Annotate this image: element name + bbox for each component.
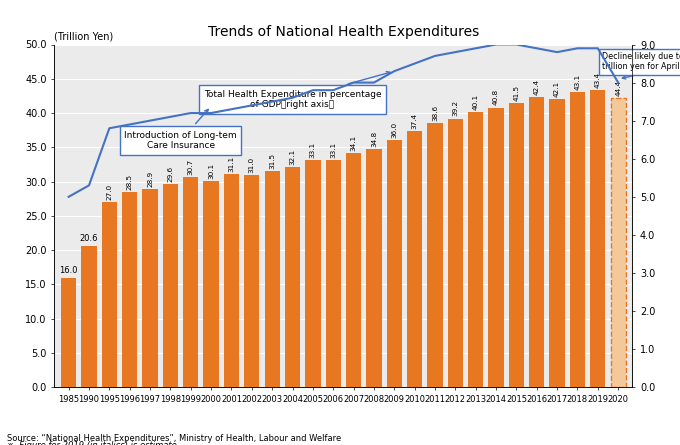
Bar: [549, 99, 564, 387]
Bar: [529, 97, 545, 387]
Text: Introduction of Long-tem
Care Insurance: Introduction of Long-tem Care Insurance: [124, 109, 237, 150]
Bar: [447, 118, 463, 387]
Bar: [326, 160, 341, 387]
Bar: [346, 154, 361, 387]
Text: 44.4: 44.4: [615, 80, 621, 96]
Text: 33.1: 33.1: [330, 142, 336, 158]
Text: 20.6: 20.6: [80, 234, 98, 243]
Text: 39.2: 39.2: [452, 100, 458, 117]
Bar: [183, 177, 199, 387]
Bar: [244, 175, 260, 387]
Text: Decline likely due to COVID-19 (Decline of 1.6
trillion yen for April through Fe: Decline likely due to COVID-19 (Decline …: [602, 52, 680, 79]
Text: (Trillion Yen): (Trillion Yen): [54, 31, 114, 41]
Text: 37.4: 37.4: [411, 113, 418, 129]
Bar: [407, 131, 422, 387]
Text: 38.6: 38.6: [432, 105, 438, 121]
Text: 42.4: 42.4: [534, 78, 540, 94]
Bar: [611, 98, 626, 387]
Text: Total Health Expenditure in percentage
of GDP（right axis）: Total Health Expenditure in percentage o…: [204, 72, 390, 109]
Text: 40.1: 40.1: [473, 94, 479, 110]
Bar: [122, 192, 137, 387]
Bar: [509, 103, 524, 387]
Bar: [102, 202, 117, 387]
Text: 28.9: 28.9: [147, 171, 153, 187]
Bar: [590, 90, 605, 387]
Bar: [468, 112, 483, 387]
Bar: [265, 171, 279, 387]
Text: 33.1: 33.1: [310, 142, 316, 158]
Text: 40.8: 40.8: [493, 89, 499, 105]
Text: ※  Figure for 2019 (in italics) is estimate.: ※ Figure for 2019 (in italics) is estima…: [7, 441, 179, 445]
Bar: [305, 160, 320, 387]
Bar: [61, 278, 76, 387]
Bar: [224, 174, 239, 387]
Bar: [427, 123, 443, 387]
Bar: [570, 92, 585, 387]
Bar: [611, 98, 626, 387]
Text: 29.6: 29.6: [167, 166, 173, 182]
Bar: [142, 189, 158, 387]
Bar: [488, 108, 504, 387]
Bar: [285, 167, 300, 387]
Bar: [82, 246, 97, 387]
Bar: [203, 181, 219, 387]
Text: 32.1: 32.1: [290, 149, 296, 165]
Text: 42.1: 42.1: [554, 81, 560, 97]
Text: 27.0: 27.0: [106, 184, 112, 200]
Bar: [163, 184, 178, 387]
Title: Trends of National Health Expenditures: Trends of National Health Expenditures: [208, 25, 479, 39]
Bar: [367, 149, 381, 387]
Text: 43.1: 43.1: [575, 73, 581, 90]
Text: 36.0: 36.0: [391, 122, 397, 138]
Text: 30.7: 30.7: [188, 158, 194, 175]
Text: 41.5: 41.5: [513, 85, 520, 101]
Text: 34.8: 34.8: [371, 130, 377, 146]
Text: 31.5: 31.5: [269, 153, 275, 169]
Text: 31.1: 31.1: [228, 156, 235, 172]
Text: 43.4: 43.4: [595, 72, 601, 88]
Text: 31.0: 31.0: [249, 157, 255, 173]
Text: Source: “National Health Expenditures”, Ministry of Health, Labour and Welfare: Source: “National Health Expenditures”, …: [7, 434, 341, 443]
Text: 30.1: 30.1: [208, 163, 214, 179]
Bar: [387, 141, 402, 387]
Text: 28.5: 28.5: [126, 174, 133, 190]
Text: 34.1: 34.1: [351, 135, 356, 151]
Text: 16.0: 16.0: [59, 266, 78, 275]
